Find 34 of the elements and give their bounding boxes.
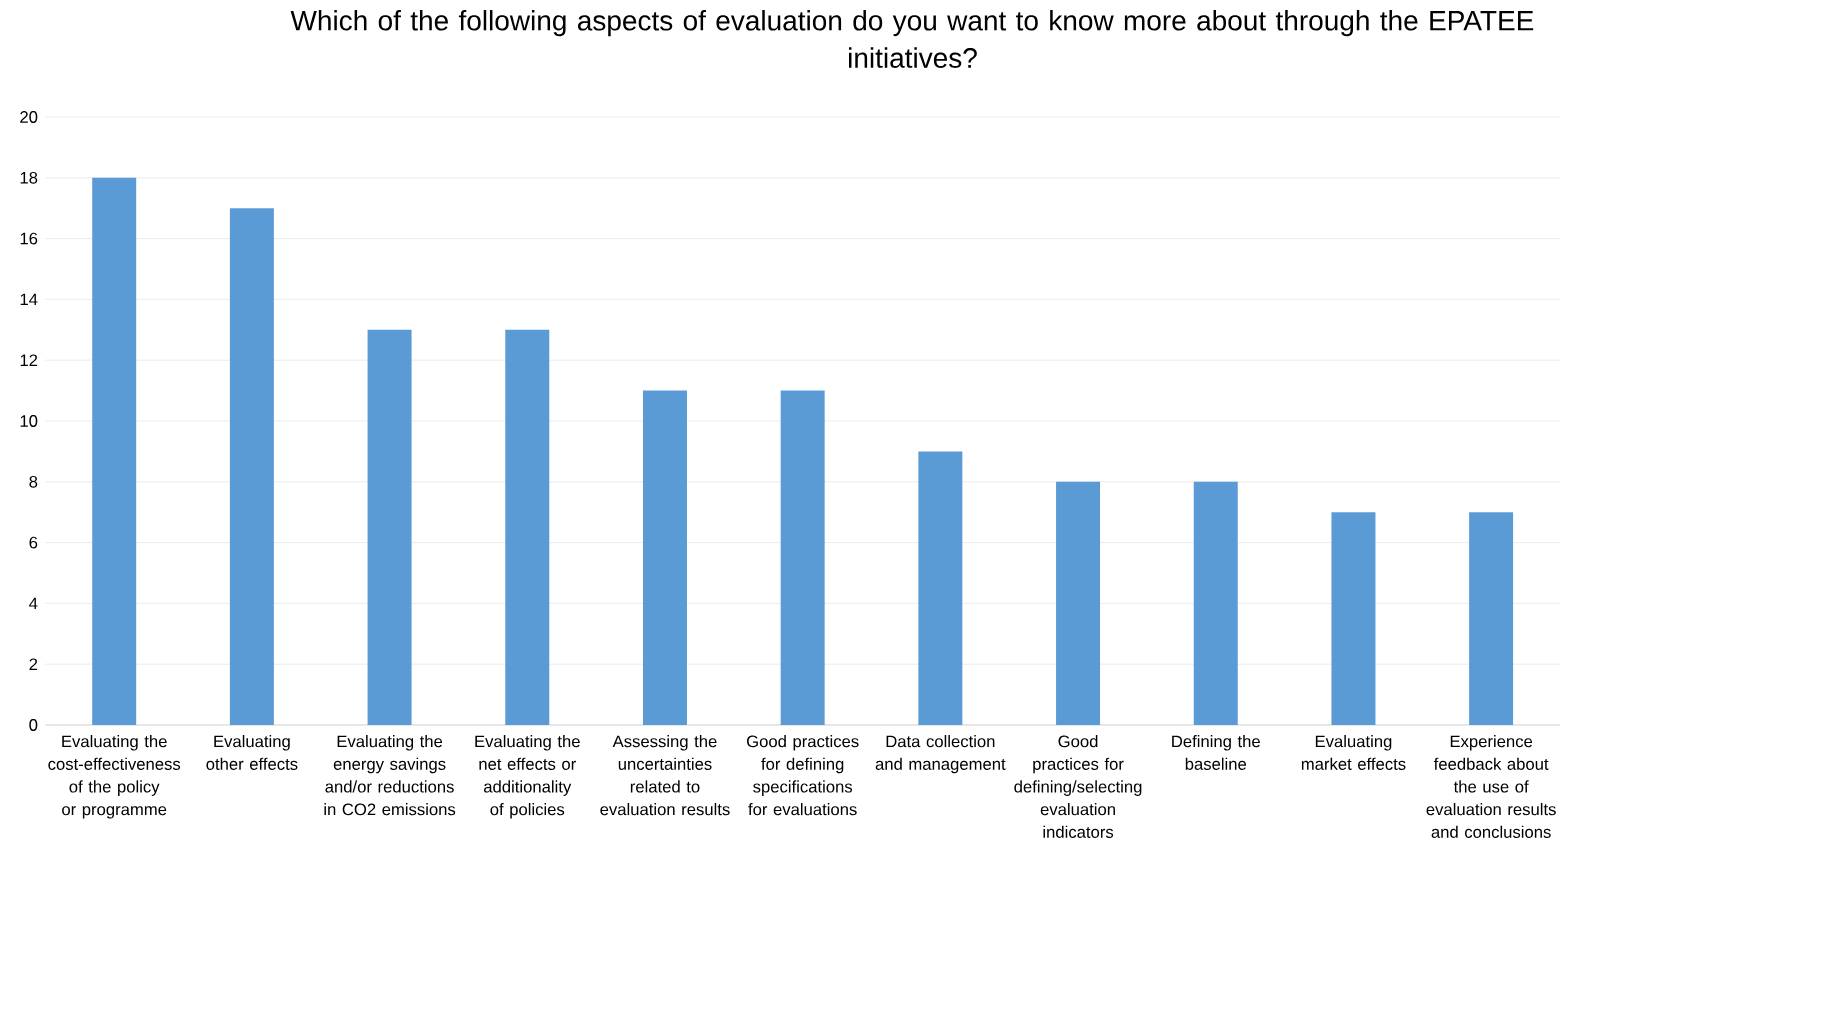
x-tick-label: Good practices for defining/selecting evaluation indicators [1014, 735, 1142, 838]
y-tick-label: 16 [20, 232, 38, 245]
x-tick-label: Evaluating the net effects or additionality of policies [475, 735, 580, 819]
y-tick-label: 18 [20, 171, 38, 184]
y-tick-label: 0 [29, 719, 38, 731]
x-tick-label: Evaluating the energy savings and/or reductions in CO2 emissions [324, 735, 456, 816]
bar [1056, 481, 1101, 725]
x-tick-label: Assessing the uncertainties related to evaluation results [600, 735, 730, 816]
bar [918, 451, 963, 725]
bar [1469, 512, 1514, 725]
bar [1193, 481, 1238, 725]
y-tick-label: 4 [29, 597, 38, 610]
bar [92, 177, 137, 725]
x-tick-label: Data collection and management [875, 735, 1006, 774]
y-tick-label: 12 [20, 354, 38, 367]
y-tick-label: 8 [29, 475, 38, 488]
x-tick-label: Defining the baseline [1172, 735, 1260, 770]
bar [229, 208, 274, 725]
y-tick-label: 6 [29, 536, 38, 549]
bar [505, 329, 550, 725]
y-tick-label: 20 [20, 111, 38, 123]
bar [642, 390, 687, 725]
x-tick-label: Good practices for defining specifications for evaluations [746, 735, 859, 816]
y-tick-label: 14 [20, 293, 38, 306]
x-tick-label: Evaluating the cost-effectiveness of the policy or programme [48, 735, 181, 819]
y-tick-label: 2 [29, 658, 38, 670]
chart-title: Which of the following aspects of evaluation do you want to know more about through the EPATEE initiatives? [290, 10, 1534, 68]
x-tick-label: Evaluating market effects [1301, 735, 1406, 770]
x-tick-label: Evaluating other effects [206, 735, 298, 770]
bar [1331, 512, 1376, 725]
y-tick-label: 10 [20, 415, 38, 427]
bar [367, 329, 412, 725]
bar [780, 390, 825, 725]
x-tick-label: Experience feedback about the use of evaluation results and conclusions [1426, 735, 1556, 838]
